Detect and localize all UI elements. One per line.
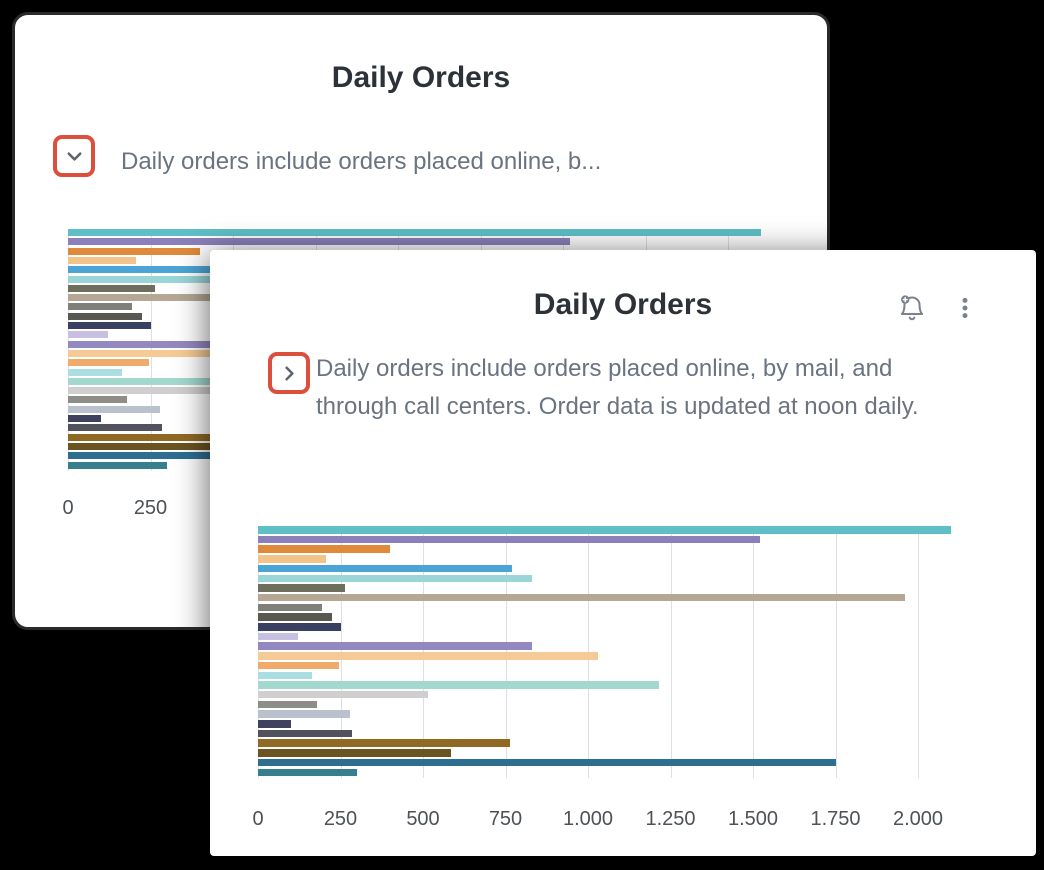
chart-x-axis: 0 250 500 750 1.000 1.250 1.500 1.750 2.000 bbox=[252, 808, 951, 834]
bar bbox=[258, 652, 598, 660]
bar bbox=[258, 574, 532, 582]
bar bbox=[68, 359, 149, 367]
card-title: Daily Orders bbox=[331, 61, 511, 94]
daily-orders-card-expanded: Daily Orders bbox=[210, 250, 1036, 856]
x-tick-label: 1.750 bbox=[810, 808, 861, 831]
bar bbox=[258, 720, 291, 728]
daily-orders-bar-chart: 0 250 500 750 1.000 1.250 1.500 1.750 2.000 bbox=[252, 526, 951, 834]
bar bbox=[258, 749, 452, 757]
x-tick-label: 0 bbox=[252, 808, 264, 831]
bar bbox=[68, 461, 167, 469]
bar bbox=[68, 442, 262, 450]
x-tick-label: 1.250 bbox=[645, 808, 696, 831]
expand-description-button[interactable] bbox=[53, 135, 95, 177]
bar bbox=[68, 368, 123, 376]
bar bbox=[68, 229, 761, 236]
bar bbox=[68, 322, 151, 329]
card-title: Daily Orders bbox=[533, 288, 713, 321]
bar bbox=[258, 671, 313, 679]
widget-description: Daily orders include orders placed onlin… bbox=[316, 355, 919, 420]
gridline bbox=[918, 526, 919, 779]
gridline bbox=[670, 526, 672, 779]
chart-plot-area bbox=[258, 526, 951, 779]
bar bbox=[258, 729, 353, 738]
bar bbox=[258, 768, 357, 776]
bell-plus-icon bbox=[898, 294, 926, 322]
x-tick-label: 1.500 bbox=[727, 808, 779, 831]
bar bbox=[68, 424, 163, 432]
bar bbox=[68, 247, 200, 255]
bar bbox=[258, 526, 951, 534]
bar bbox=[258, 690, 428, 699]
collapse-description-button[interactable] bbox=[268, 352, 310, 394]
bar bbox=[68, 340, 342, 348]
bar bbox=[258, 642, 532, 650]
bar bbox=[258, 545, 390, 553]
bar bbox=[258, 681, 659, 689]
widget-description-truncated: Daily orders include orders placed onlin… bbox=[121, 148, 602, 175]
chevron-right-icon bbox=[278, 362, 301, 385]
bar bbox=[258, 710, 351, 718]
x-tick-label: 500 bbox=[406, 808, 440, 831]
bar bbox=[68, 284, 156, 292]
x-tick-label: 250 bbox=[323, 808, 358, 831]
kebab-menu-button[interactable] bbox=[952, 295, 978, 321]
bar bbox=[258, 613, 333, 621]
bar bbox=[68, 303, 133, 311]
bar bbox=[68, 396, 128, 404]
bar bbox=[68, 387, 238, 395]
bar bbox=[68, 405, 161, 413]
bar bbox=[258, 661, 339, 670]
bar bbox=[258, 758, 836, 767]
bar bbox=[68, 331, 108, 339]
bar bbox=[68, 312, 143, 320]
x-tick-label: 250 bbox=[133, 496, 168, 519]
bar bbox=[258, 555, 326, 563]
bar bbox=[258, 632, 298, 641]
add-notification-button[interactable] bbox=[898, 294, 926, 322]
gridline bbox=[753, 526, 754, 779]
bar bbox=[68, 275, 342, 283]
bar bbox=[68, 433, 321, 441]
kebab-menu-icon bbox=[952, 295, 978, 321]
bar bbox=[258, 593, 905, 602]
bar bbox=[68, 415, 101, 422]
chevron-down-icon bbox=[63, 145, 86, 168]
gridline bbox=[835, 526, 837, 779]
bar bbox=[258, 603, 323, 612]
x-tick-label: 0 bbox=[62, 496, 74, 519]
bar bbox=[68, 238, 570, 246]
bar bbox=[68, 256, 136, 264]
x-tick-label: 750 bbox=[488, 808, 523, 831]
bar bbox=[258, 739, 511, 747]
bar bbox=[68, 266, 323, 274]
bar bbox=[258, 700, 318, 709]
card-header-actions bbox=[898, 294, 978, 322]
bar bbox=[258, 623, 341, 631]
x-tick-label: 2.000 bbox=[892, 808, 944, 831]
bar bbox=[258, 535, 760, 544]
bar bbox=[258, 584, 346, 592]
x-tick-label: 1.000 bbox=[562, 808, 614, 831]
bar bbox=[258, 564, 513, 573]
